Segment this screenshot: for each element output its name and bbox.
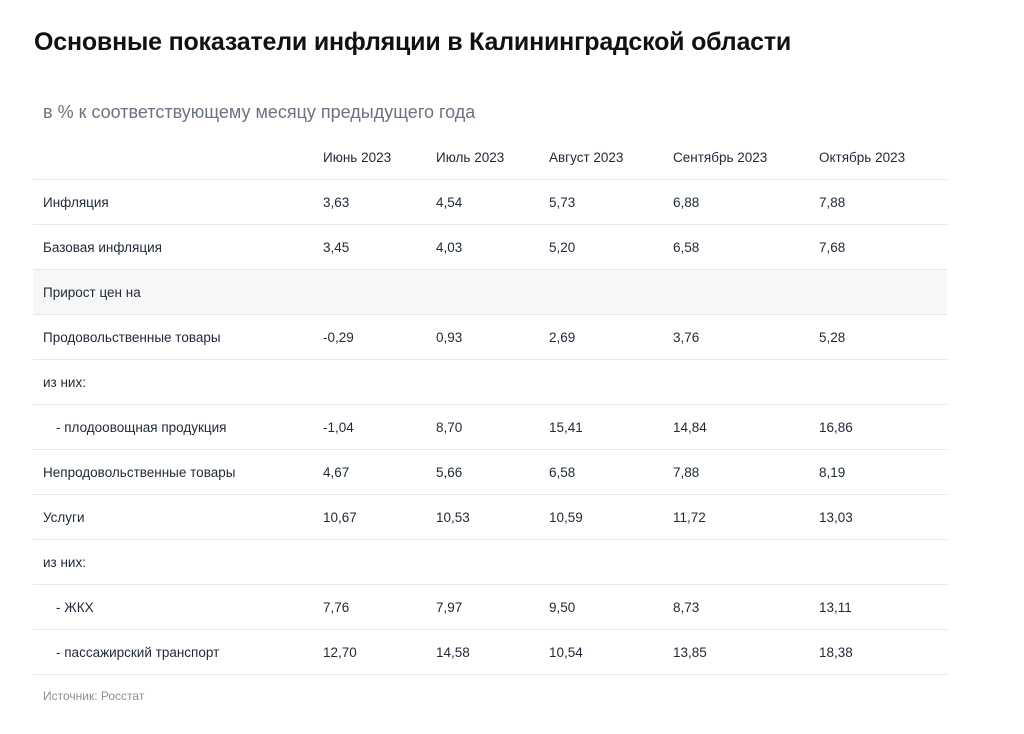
value-cell: 5,28: [809, 314, 947, 360]
value-cell: 9,50: [539, 584, 663, 630]
value-cell: 11,72: [663, 494, 809, 540]
value-cell: 8,70: [426, 404, 539, 450]
value-cell: 3,76: [663, 314, 809, 360]
row-label: из них:: [33, 359, 313, 405]
value-cell: 4,54: [426, 179, 539, 225]
row-label: Базовая инфляция: [33, 224, 313, 270]
value-cell: 7,76: [313, 584, 426, 630]
value-cell: 8,19: [809, 449, 947, 495]
row-label: - ЖКХ: [33, 584, 313, 630]
header-cell-month: Август 2023: [539, 136, 663, 180]
table-body: Инфляция 3,63 4,54 5,73 6,88 7,88 Базовая инфл…: [33, 179, 947, 675]
page-title: Основные показатели инфляции в Калинингр…: [34, 28, 792, 56]
value-cell: 8,73: [663, 584, 809, 630]
value-cell: 10,53: [426, 494, 539, 540]
value-cell: -1,04: [313, 404, 426, 450]
table-row: из них:: [33, 359, 947, 405]
value-cell: 13,11: [809, 584, 947, 630]
header-cell-label: [33, 136, 313, 180]
table-row: - пассажирский транспорт 12,70 14,58 10,54 1…: [33, 629, 947, 675]
value-cell: 10,54: [539, 629, 663, 675]
value-cell: 13,85: [663, 629, 809, 675]
value-cell: [539, 359, 663, 405]
row-label: из них:: [33, 539, 313, 585]
table-row: Непродовольственные товары 4,67 5,66 6,58 7,…: [33, 449, 947, 495]
table-row: Инфляция 3,63 4,54 5,73 6,88 7,88: [33, 179, 947, 225]
value-cell: [539, 539, 663, 585]
value-cell: [426, 539, 539, 585]
value-cell: 10,67: [313, 494, 426, 540]
value-cell: [539, 269, 663, 315]
value-cell: [426, 269, 539, 315]
header-cell-month: Сентябрь 2023: [663, 136, 809, 180]
value-cell: 12,70: [313, 629, 426, 675]
value-cell: 18,38: [809, 629, 947, 675]
row-label: Услуги: [33, 494, 313, 540]
source-note: Источник: Росстат: [43, 689, 145, 703]
inflation-table: Июнь 2023 Июль 2023 Август 2023 Сентябрь 20…: [33, 136, 947, 675]
table-row: Услуги 10,67 10,53 10,59 11,72 13,03: [33, 494, 947, 540]
header-cell-month: Октябрь 2023: [809, 136, 947, 180]
table-subtitle: в % к соответствующему месяцу предыдущег…: [43, 102, 476, 122]
value-cell: 13,03: [809, 494, 947, 540]
table-row: Продовольственные товары -0,29 0,93 2,69 3,7…: [33, 314, 947, 360]
value-cell: [663, 539, 809, 585]
value-cell: [313, 269, 426, 315]
value-cell: 6,88: [663, 179, 809, 225]
row-label: Инфляция: [33, 179, 313, 225]
value-cell: 15,41: [539, 404, 663, 450]
value-cell: [809, 539, 947, 585]
value-cell: [809, 269, 947, 315]
value-cell: 0,93: [426, 314, 539, 360]
value-cell: [313, 359, 426, 405]
header-cell-month: Июнь 2023: [313, 136, 426, 180]
value-cell: 7,97: [426, 584, 539, 630]
table-row: из них:: [33, 539, 947, 585]
table-row: - плодоовощная продукция -1,04 8,70 15,41 14…: [33, 404, 947, 450]
value-cell: 4,67: [313, 449, 426, 495]
value-cell: 6,58: [539, 449, 663, 495]
header-row: Июнь 2023 Июль 2023 Август 2023 Сентябрь 20…: [33, 136, 947, 180]
value-cell: [663, 359, 809, 405]
row-label: - плодоовощная продукция: [33, 404, 313, 450]
table-header: Июнь 2023 Июль 2023 Август 2023 Сентябрь 20…: [33, 136, 947, 180]
table-row: Базовая инфляция 3,45 4,03 5,20 6,58 7,68: [33, 224, 947, 270]
value-cell: 14,58: [426, 629, 539, 675]
value-cell: 7,88: [809, 179, 947, 225]
row-label: - пассажирский транспорт: [33, 629, 313, 675]
value-cell: [426, 359, 539, 405]
value-cell: [809, 359, 947, 405]
value-cell: 5,20: [539, 224, 663, 270]
value-cell: 5,66: [426, 449, 539, 495]
value-cell: 6,58: [663, 224, 809, 270]
value-cell: [313, 539, 426, 585]
row-label: Прирост цен на: [33, 269, 313, 315]
value-cell: 2,69: [539, 314, 663, 360]
value-cell: 14,84: [663, 404, 809, 450]
value-cell: 3,45: [313, 224, 426, 270]
header-cell-month: Июль 2023: [426, 136, 539, 180]
value-cell: 7,88: [663, 449, 809, 495]
row-label: Непродовольственные товары: [33, 449, 313, 495]
value-cell: 3,63: [313, 179, 426, 225]
value-cell: 7,68: [809, 224, 947, 270]
value-cell: 10,59: [539, 494, 663, 540]
value-cell: 5,73: [539, 179, 663, 225]
value-cell: [663, 269, 809, 315]
value-cell: -0,29: [313, 314, 426, 360]
table-row: Прирост цен на: [33, 269, 947, 315]
row-label: Продовольственные товары: [33, 314, 313, 360]
inflation-table-container: Июнь 2023 Июль 2023 Август 2023 Сентябрь 20…: [33, 136, 947, 675]
value-cell: 4,03: [426, 224, 539, 270]
table-row: - ЖКХ 7,76 7,97 9,50 8,73 13,11: [33, 584, 947, 630]
value-cell: 16,86: [809, 404, 947, 450]
